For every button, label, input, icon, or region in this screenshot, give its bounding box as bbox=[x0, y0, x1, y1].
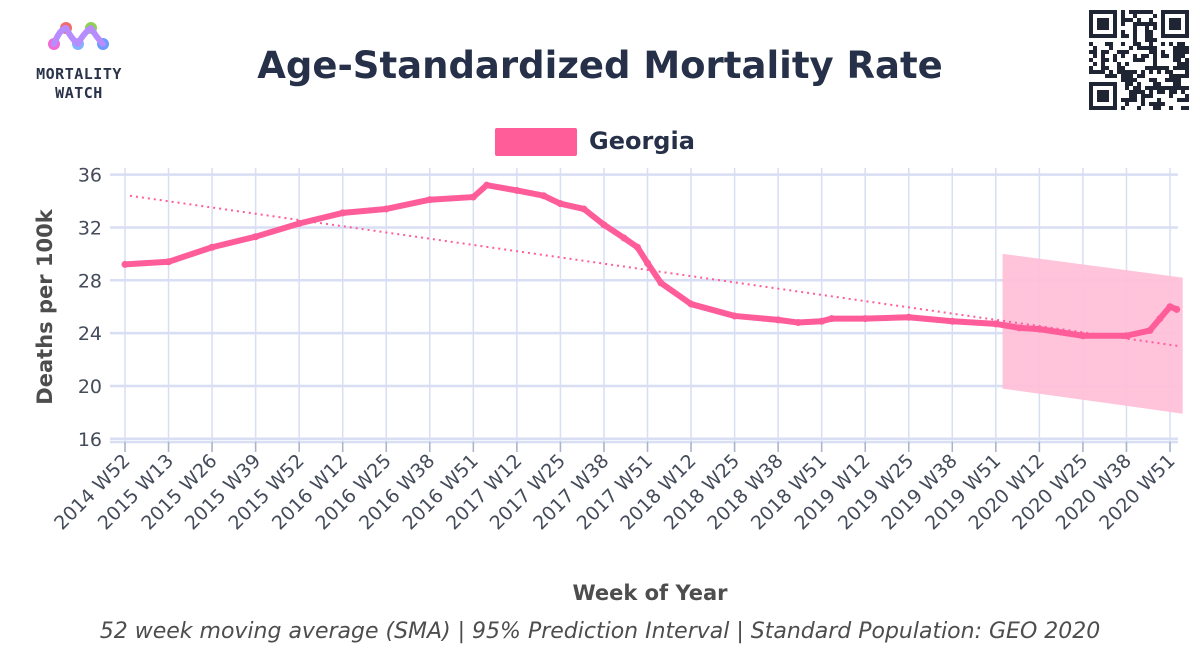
logo-graphic bbox=[48, 22, 109, 50]
y-tick-label: 28 bbox=[78, 270, 102, 292]
data-point bbox=[540, 192, 548, 200]
data-point bbox=[1122, 332, 1130, 340]
legend: Georgia bbox=[495, 127, 695, 156]
data-point bbox=[252, 233, 260, 241]
data-point bbox=[1166, 303, 1174, 311]
data-point bbox=[469, 193, 477, 201]
data-point bbox=[828, 315, 836, 323]
y-axis-title: Deaths per 100k bbox=[33, 208, 57, 404]
data-point bbox=[633, 243, 641, 251]
data-point bbox=[1173, 305, 1181, 313]
y-tick-label: 32 bbox=[78, 217, 102, 239]
data-point bbox=[339, 209, 347, 217]
y-tick-label: 16 bbox=[78, 429, 102, 451]
data-point bbox=[1015, 324, 1023, 332]
qr-code-icon bbox=[1089, 10, 1189, 110]
data-point bbox=[600, 221, 608, 229]
data-point bbox=[556, 200, 564, 208]
y-tick-label: 36 bbox=[78, 165, 102, 187]
x-axis-title: Week of Year bbox=[572, 581, 728, 605]
chart-caption: 52 week moving average (SMA) | 95% Predi… bbox=[100, 619, 1101, 644]
data-point bbox=[483, 181, 491, 189]
data-point bbox=[644, 259, 651, 267]
data-point bbox=[1035, 325, 1043, 333]
data-point bbox=[731, 312, 739, 320]
y-axis-ticks: 16 20 24 28 32 36 bbox=[78, 165, 102, 451]
data-point bbox=[861, 315, 869, 323]
logo-wordmark: MORTALITY WATCH bbox=[14, 65, 144, 103]
data-point bbox=[794, 319, 802, 327]
data-point bbox=[1156, 315, 1164, 323]
logo-line-2: WATCH bbox=[55, 84, 103, 102]
data-point bbox=[1146, 326, 1154, 334]
data-point bbox=[657, 279, 665, 287]
data-point bbox=[426, 196, 434, 204]
legend-label-georgia: Georgia bbox=[589, 127, 695, 155]
data-point bbox=[121, 260, 129, 268]
data-point bbox=[620, 234, 628, 242]
data-point bbox=[580, 205, 588, 213]
data-point bbox=[905, 313, 913, 321]
data-point bbox=[382, 205, 390, 213]
data-point bbox=[818, 317, 826, 325]
data-point bbox=[1079, 332, 1087, 340]
chart-title: Age-Standardized Mortality Rate bbox=[257, 44, 943, 87]
mortality-watch-logo: MORTALITY WATCH bbox=[14, 18, 144, 108]
legend-swatch-georgia bbox=[495, 128, 577, 156]
data-point bbox=[295, 219, 303, 227]
data-point bbox=[208, 243, 216, 251]
data-point bbox=[948, 317, 956, 325]
series-georgia bbox=[121, 181, 1181, 340]
y-tick-label: 20 bbox=[78, 376, 102, 398]
data-point bbox=[687, 300, 695, 308]
data-point bbox=[992, 320, 1000, 328]
y-tick-label: 24 bbox=[78, 323, 102, 345]
logo-line-1: MORTALITY bbox=[36, 65, 122, 83]
data-point bbox=[774, 316, 782, 324]
data-point bbox=[513, 186, 521, 194]
grid bbox=[110, 168, 1178, 452]
data-point bbox=[165, 258, 173, 266]
